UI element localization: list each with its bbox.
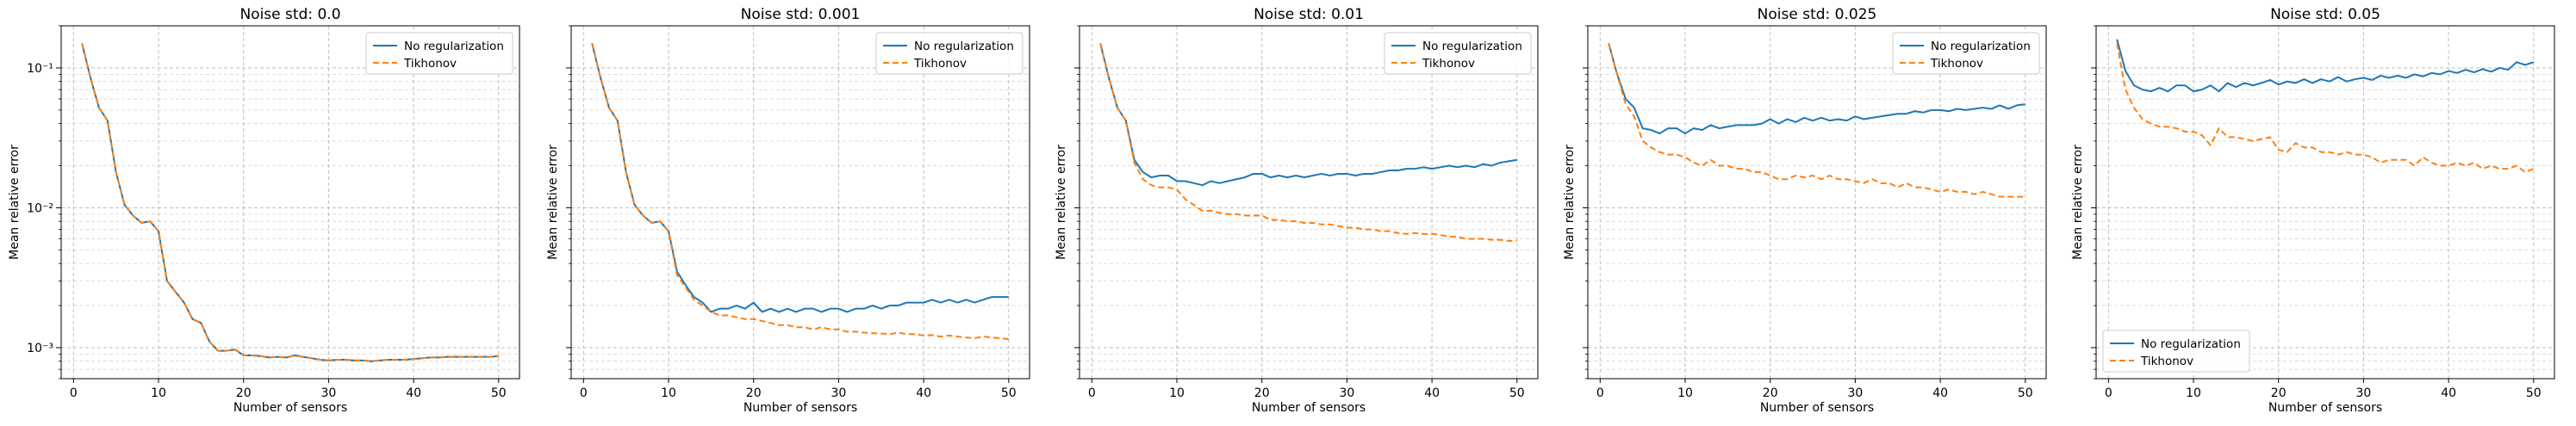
legend-box bbox=[1892, 32, 2040, 75]
series-line-tikhonov bbox=[81, 43, 499, 362]
legend-box bbox=[2102, 330, 2250, 373]
x-tick-label: 0 bbox=[580, 386, 588, 400]
y-tick-label: 10⁻² bbox=[27, 201, 53, 215]
chart-title: Noise std: 0.001 bbox=[741, 6, 861, 23]
x-tick-label: 50 bbox=[491, 386, 507, 400]
legend-label: No regularization bbox=[1422, 40, 1522, 53]
x-tick-label: 20 bbox=[236, 386, 252, 400]
legend-label: No regularization bbox=[404, 40, 504, 53]
axes-frame bbox=[570, 25, 1030, 380]
chart-title: Noise std: 0.05 bbox=[2270, 6, 2380, 23]
x-tick-label: 30 bbox=[1340, 386, 1355, 400]
series-line-tikhonov bbox=[591, 43, 1009, 341]
x-tick-label: 40 bbox=[1932, 386, 1948, 400]
series-line-no-regularization bbox=[1608, 43, 2025, 135]
x-tick-label: 50 bbox=[2018, 386, 2033, 400]
x-tick-label: 40 bbox=[916, 386, 931, 400]
series-line-tikhonov bbox=[1099, 43, 1517, 242]
x-tick-label: 40 bbox=[2441, 386, 2456, 400]
x-tick-label: 30 bbox=[831, 386, 847, 400]
series-line-no-regularization bbox=[1099, 43, 1517, 187]
y-axis-label: Mean relative error bbox=[1563, 145, 1577, 260]
x-axis-label: Number of sensors bbox=[233, 401, 347, 415]
x-tick-label: 30 bbox=[1848, 386, 1864, 400]
x-tick-label: 40 bbox=[1424, 386, 1440, 400]
x-tick-label: 20 bbox=[2271, 386, 2287, 400]
legend: No regularization Tikhonov bbox=[1892, 32, 2040, 75]
x-tick-label: 0 bbox=[70, 386, 78, 400]
x-tick-label: 10 bbox=[661, 386, 676, 400]
legend-label: Tikhonov bbox=[403, 57, 457, 71]
series-line-tikhonov bbox=[1608, 43, 2025, 198]
chart-panel-5: 0 10 20 30 40 50 Noise std: 0.05 Number of sens… bbox=[2071, 6, 2555, 415]
chart-title: Noise std: 0.0 bbox=[240, 6, 340, 23]
x-tick-label: 0 bbox=[2105, 386, 2112, 400]
x-axis-label: Number of sensors bbox=[1760, 401, 1874, 415]
x-tick-label: 10 bbox=[2186, 386, 2201, 400]
x-tick-label: 0 bbox=[1596, 386, 1604, 400]
y-axis-label: Mean relative error bbox=[2071, 145, 2085, 260]
chart-panel-1: 0 10 20 30 40 50 10⁻³ 10⁻² 10⁻¹ Noise std: 0.0 Num… bbox=[8, 6, 520, 415]
legend: No regularization Tikhonov bbox=[875, 32, 1024, 75]
legend-box bbox=[875, 32, 1024, 75]
y-axis-label: Mean relative error bbox=[8, 145, 22, 260]
chart-panel-4: 0 10 20 30 40 50 Noise std: 0.025 Number of sen… bbox=[1563, 6, 2047, 415]
axes-frame bbox=[60, 25, 520, 380]
x-axis-label: Number of sensors bbox=[1252, 401, 1366, 415]
x-tick-label: 50 bbox=[1509, 386, 1525, 400]
legend-label: Tikhonov bbox=[2140, 355, 2193, 368]
legend-label: No regularization bbox=[2141, 337, 2241, 351]
x-tick-label: 0 bbox=[1088, 386, 1096, 400]
legend: No regularization Tikhonov bbox=[2102, 330, 2250, 373]
legend-box bbox=[1384, 32, 1532, 75]
axes-frame bbox=[1587, 25, 2047, 380]
legend-label: No regularization bbox=[1931, 40, 2031, 53]
legend-label: Tikhonov bbox=[1930, 57, 1983, 71]
axes-frame bbox=[2095, 25, 2555, 380]
legend: No regularization Tikhonov bbox=[365, 32, 513, 75]
y-axis-label: Mean relative error bbox=[546, 145, 560, 260]
legend-label: Tikhonov bbox=[913, 57, 967, 71]
x-tick-label: 10 bbox=[1169, 386, 1185, 400]
series-line-tikhonov bbox=[2116, 43, 2535, 173]
x-tick-label: 50 bbox=[2526, 386, 2542, 400]
series-line-no-regularization bbox=[2116, 39, 2535, 93]
x-tick-label: 20 bbox=[746, 386, 762, 400]
chart-title: Noise std: 0.01 bbox=[1254, 6, 1364, 23]
x-tick-label: 40 bbox=[406, 386, 421, 400]
x-tick-label: 50 bbox=[1001, 386, 1017, 400]
y-tick-label: 10⁻³ bbox=[27, 342, 53, 355]
y-axis-label: Mean relative error bbox=[1055, 145, 1068, 260]
axes-frame bbox=[1079, 25, 1539, 380]
x-tick-label: 10 bbox=[1677, 386, 1693, 400]
legend-label: Tikhonov bbox=[1422, 57, 1475, 71]
x-tick-label: 30 bbox=[2356, 386, 2372, 400]
series-line-no-regularization bbox=[591, 43, 1009, 313]
chart-panel-2: 0 10 20 30 40 50 Noise std: 0.001 Number of sen… bbox=[546, 6, 1030, 415]
x-tick-label: 20 bbox=[1254, 386, 1270, 400]
legend-box bbox=[365, 32, 513, 75]
x-tick-label: 30 bbox=[321, 386, 337, 400]
series-line-no-regularization bbox=[81, 43, 499, 362]
x-tick-label: 10 bbox=[151, 386, 166, 400]
chart-title: Noise std: 0.025 bbox=[1758, 6, 1877, 23]
legend-label: No regularization bbox=[914, 40, 1014, 53]
y-tick-label: 10⁻¹ bbox=[27, 62, 53, 76]
legend: No regularization Tikhonov bbox=[1384, 32, 1532, 75]
x-axis-label: Number of sensors bbox=[744, 401, 857, 415]
chart-panel-3: 0 10 20 30 40 50 Noise std: 0.01 Number of sens… bbox=[1055, 6, 1539, 415]
x-tick-label: 20 bbox=[1763, 386, 1778, 400]
x-axis-label: Number of sensors bbox=[2268, 401, 2382, 415]
